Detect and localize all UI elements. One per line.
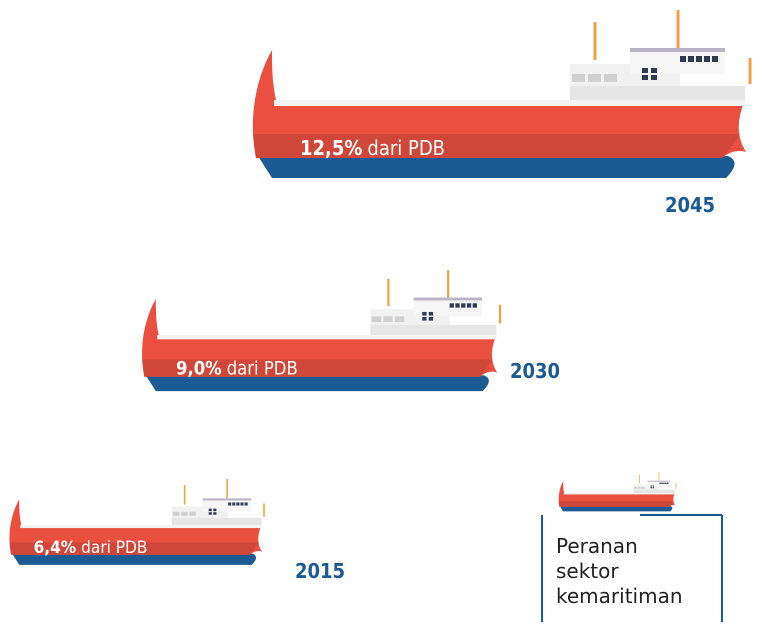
window <box>455 303 460 308</box>
cabin-top <box>647 480 671 487</box>
cabin-roof <box>202 498 252 501</box>
window <box>208 512 212 515</box>
window <box>472 303 477 308</box>
value-number: 12,5% <box>300 136 362 160</box>
hull-bottom <box>258 156 735 178</box>
ship <box>558 471 677 512</box>
cabin-roof <box>647 480 671 482</box>
cabin-top <box>413 297 482 317</box>
window <box>371 316 382 323</box>
window <box>641 486 645 489</box>
window <box>588 74 601 82</box>
window <box>651 68 657 73</box>
year-label: 2045 <box>665 193 715 217</box>
cabin-roof <box>630 48 725 52</box>
window <box>449 303 454 308</box>
window <box>650 485 652 487</box>
hull-bottom <box>145 375 489 392</box>
value-suffix: dari PDB <box>81 538 147 558</box>
ship <box>9 478 265 565</box>
window <box>659 482 661 485</box>
value-suffix: dari PDB <box>367 136 445 160</box>
window <box>712 56 718 62</box>
window <box>680 56 686 62</box>
window <box>663 482 665 485</box>
window <box>604 74 617 82</box>
value-label: 12,5% dari PDB <box>300 136 445 160</box>
window <box>236 502 240 506</box>
ship <box>142 270 502 392</box>
hull-bottom <box>12 553 257 565</box>
window <box>466 303 472 308</box>
window <box>244 502 248 506</box>
value-number: 9,0% <box>176 359 222 380</box>
cabin-deck <box>370 324 497 335</box>
window <box>461 303 466 308</box>
hull-shade <box>558 501 674 507</box>
window <box>208 508 212 512</box>
cabin-roof <box>413 297 482 301</box>
year-label: 2015 <box>295 559 345 583</box>
value-suffix: dari PDB <box>227 359 298 380</box>
window <box>642 68 648 73</box>
window <box>228 502 232 506</box>
window <box>189 511 196 516</box>
window <box>213 512 217 515</box>
value-number: 6,4% <box>34 538 77 558</box>
window <box>422 317 427 321</box>
window <box>232 502 236 506</box>
deck <box>157 335 497 340</box>
cabin-top <box>202 498 252 512</box>
value-label: 9,0% dari PDB <box>176 359 298 380</box>
window <box>213 508 217 512</box>
window <box>428 317 434 321</box>
window <box>394 316 405 323</box>
window <box>633 486 638 489</box>
cabin-deck <box>570 86 745 100</box>
window <box>704 56 710 62</box>
hull-shade <box>9 542 259 555</box>
window <box>383 316 393 323</box>
ship <box>252 10 752 178</box>
legend-frame <box>541 514 723 622</box>
legend-label: Peranan sektor kemaritiman <box>556 534 683 608</box>
window <box>172 511 180 516</box>
window <box>651 75 657 80</box>
year-label: 2030 <box>510 359 560 383</box>
cabin-low <box>633 484 660 493</box>
window <box>652 487 655 489</box>
window <box>637 486 641 489</box>
window <box>665 482 667 485</box>
hull-shade <box>142 359 493 377</box>
window <box>240 502 244 506</box>
cabin-deck <box>171 517 262 525</box>
hull-shade <box>253 134 740 158</box>
deck <box>274 100 745 106</box>
window <box>650 487 652 489</box>
deck <box>563 493 675 495</box>
window <box>652 485 655 487</box>
hull-bottom <box>559 506 673 512</box>
window <box>181 511 188 516</box>
window <box>572 74 585 82</box>
cabin-deck <box>633 489 675 493</box>
deck <box>20 525 262 529</box>
window <box>667 482 669 485</box>
window <box>696 56 702 62</box>
window <box>688 56 694 62</box>
window <box>661 482 663 485</box>
window <box>642 75 648 80</box>
window <box>428 311 434 316</box>
value-label: 6,4% dari PDB <box>34 538 148 558</box>
window <box>422 311 427 316</box>
